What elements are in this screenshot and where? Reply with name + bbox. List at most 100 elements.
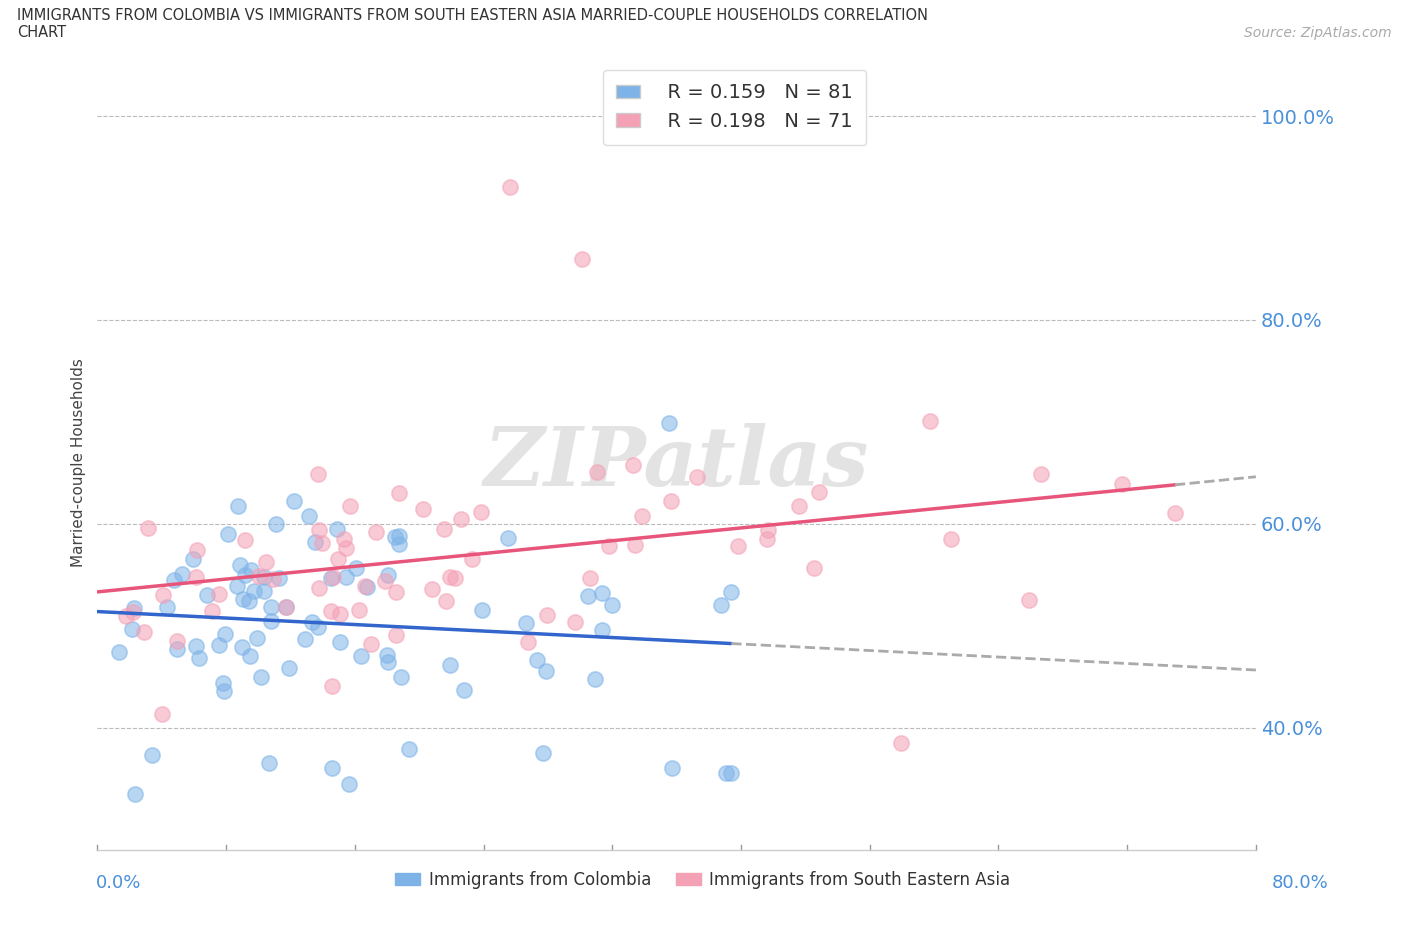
Point bbox=[808, 485, 831, 499]
Point bbox=[214, 684, 236, 698]
Point bbox=[301, 614, 323, 629]
Point bbox=[591, 623, 613, 638]
Point bbox=[214, 627, 236, 642]
Point bbox=[583, 671, 606, 686]
Point bbox=[890, 736, 912, 751]
Point bbox=[803, 560, 825, 575]
Point bbox=[349, 603, 371, 618]
Point bbox=[212, 675, 235, 690]
Point bbox=[132, 624, 155, 639]
Point bbox=[335, 569, 357, 584]
Point bbox=[623, 538, 645, 552]
Legend:   R = 0.159   N = 81,   R = 0.198   N = 71: R = 0.159 N = 81, R = 0.198 N = 71 bbox=[603, 70, 866, 144]
Point bbox=[578, 570, 600, 585]
Point bbox=[226, 578, 249, 593]
Point bbox=[450, 512, 472, 526]
Point bbox=[229, 557, 252, 572]
Point bbox=[326, 521, 349, 536]
Point bbox=[254, 554, 277, 569]
Point bbox=[208, 587, 231, 602]
Point bbox=[1018, 592, 1040, 607]
Point bbox=[571, 251, 593, 266]
Y-axis label: Married-couple Households: Married-couple Households bbox=[72, 358, 86, 567]
Point bbox=[377, 655, 399, 670]
Point bbox=[755, 532, 778, 547]
Point bbox=[114, 608, 136, 623]
Point bbox=[184, 639, 207, 654]
Point bbox=[217, 526, 239, 541]
Point bbox=[249, 568, 271, 583]
Point bbox=[716, 766, 738, 781]
Point bbox=[262, 572, 284, 587]
Point bbox=[422, 581, 444, 596]
Point bbox=[354, 578, 377, 593]
Point bbox=[337, 777, 360, 791]
Point bbox=[332, 531, 354, 546]
Point bbox=[470, 504, 492, 519]
Point bbox=[720, 585, 742, 600]
Point bbox=[231, 640, 253, 655]
Point bbox=[188, 651, 211, 666]
Point bbox=[360, 636, 382, 651]
Point bbox=[710, 598, 733, 613]
Point bbox=[384, 530, 406, 545]
Point bbox=[250, 670, 273, 684]
Point bbox=[322, 569, 344, 584]
Point bbox=[136, 521, 159, 536]
Point bbox=[170, 566, 193, 581]
Point bbox=[388, 485, 411, 500]
Point bbox=[789, 498, 811, 513]
Point bbox=[564, 615, 586, 630]
Point bbox=[232, 592, 254, 607]
Point bbox=[1164, 505, 1187, 520]
Point bbox=[253, 569, 276, 584]
Point bbox=[600, 597, 623, 612]
Point bbox=[152, 707, 174, 722]
Point bbox=[184, 569, 207, 584]
Point bbox=[267, 571, 290, 586]
Point bbox=[350, 649, 373, 664]
Point bbox=[398, 742, 420, 757]
Point bbox=[233, 533, 256, 548]
Point bbox=[1111, 477, 1133, 492]
Point bbox=[412, 501, 434, 516]
Text: CHART: CHART bbox=[17, 25, 66, 40]
Point bbox=[243, 583, 266, 598]
Point bbox=[384, 585, 406, 600]
Point bbox=[226, 498, 249, 513]
Point bbox=[339, 499, 361, 514]
Point bbox=[461, 551, 484, 566]
Point bbox=[591, 586, 613, 601]
Point bbox=[534, 663, 557, 678]
Point bbox=[307, 466, 329, 481]
Point bbox=[166, 634, 188, 649]
Point bbox=[311, 536, 333, 551]
Point bbox=[260, 613, 283, 628]
Point bbox=[238, 648, 260, 663]
Point bbox=[444, 571, 467, 586]
Point bbox=[621, 458, 644, 472]
Point bbox=[319, 604, 342, 618]
Point bbox=[515, 616, 537, 631]
Point bbox=[531, 746, 554, 761]
Point bbox=[329, 606, 352, 621]
Point bbox=[720, 766, 742, 781]
Point bbox=[141, 748, 163, 763]
Point bbox=[240, 563, 263, 578]
Point bbox=[321, 761, 343, 776]
Point bbox=[274, 600, 297, 615]
Point bbox=[439, 658, 461, 673]
Point bbox=[661, 761, 683, 776]
Point bbox=[253, 584, 276, 599]
Text: ZIPatlas: ZIPatlas bbox=[484, 422, 869, 502]
Point bbox=[121, 622, 143, 637]
Text: 0.0%: 0.0% bbox=[96, 874, 141, 892]
Point bbox=[294, 631, 316, 646]
Point bbox=[260, 600, 283, 615]
Point bbox=[307, 619, 329, 634]
Point bbox=[276, 599, 298, 614]
Point bbox=[257, 756, 280, 771]
Point bbox=[377, 567, 399, 582]
Point bbox=[298, 509, 321, 524]
Legend: Immigrants from Colombia, Immigrants from South Eastern Asia: Immigrants from Colombia, Immigrants fro… bbox=[388, 864, 1018, 896]
